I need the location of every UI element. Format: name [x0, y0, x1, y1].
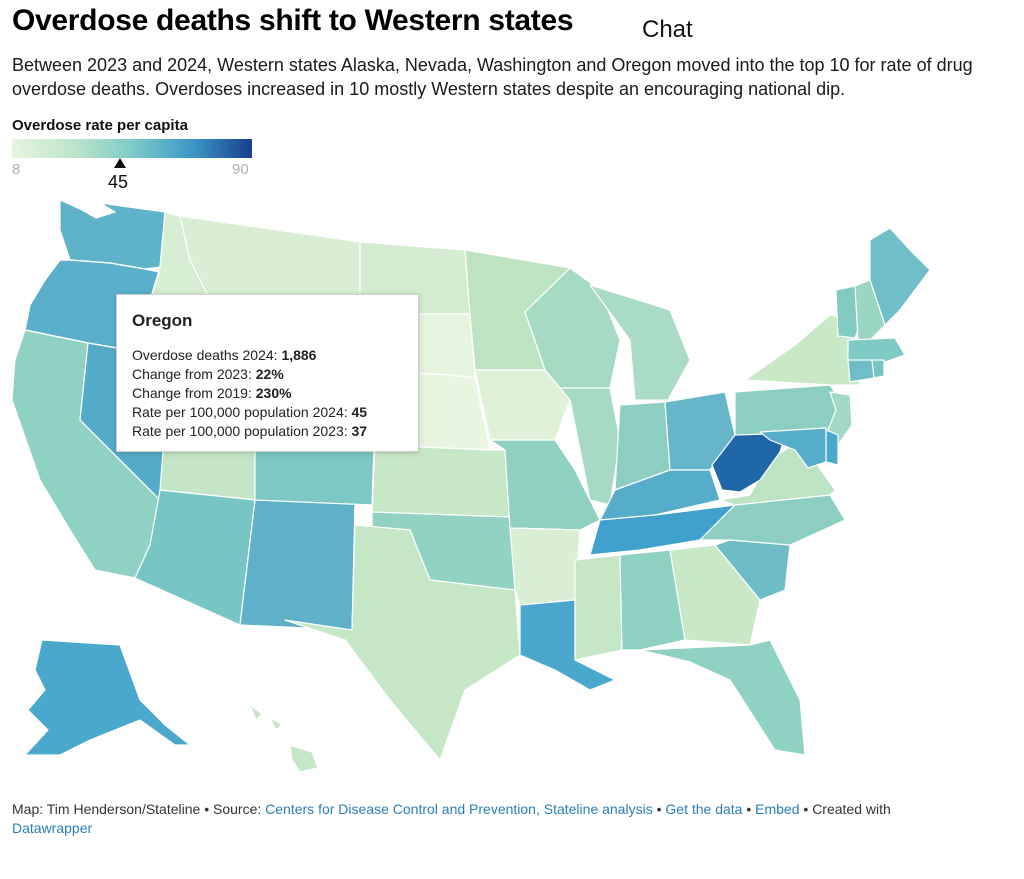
tooltip-row-deaths: Overdose deaths 2024: 1,886 — [132, 346, 403, 365]
datawrapper-link[interactable]: Datawrapper — [12, 820, 93, 836]
state-kansas[interactable] — [371, 444, 511, 518]
state-hawaii[interactable] — [249, 704, 319, 773]
tooltip-row-rate-2023: Rate per 100,000 population 2023: 37 — [132, 422, 403, 441]
state-connecticut[interactable] — [847, 359, 875, 383]
legend-marker-icon — [114, 158, 126, 168]
state-michigan[interactable] — [589, 284, 691, 401]
state-delaware[interactable] — [825, 429, 839, 466]
tooltip-row-change-2019: Change from 2019: 230% — [132, 384, 403, 403]
footer-credits: Map: Tim Henderson/Stateline • Source: C… — [12, 800, 1012, 838]
state-rhode-island[interactable] — [871, 359, 885, 379]
tooltip-row-value: 230% — [255, 385, 292, 401]
state-massachusetts[interactable] — [847, 337, 906, 363]
legend-max-label: 90 — [232, 161, 249, 178]
state-tooltip: Oregon Overdose deaths 2024: 1,886 Chang… — [116, 294, 419, 452]
state-alabama[interactable] — [619, 549, 686, 651]
tooltip-row-label: Change from 2023: — [132, 366, 256, 382]
tooltip-row-rate-2024: Rate per 100,000 population 2024: 45 — [132, 403, 403, 422]
footer-separator: • — [652, 801, 666, 817]
footer-separator: • — [799, 801, 813, 817]
embed-link[interactable]: Embed — [755, 801, 800, 817]
footer-credit: Map: Tim Henderson/Stateline — [12, 801, 201, 817]
state-new-hampshire[interactable] — [854, 279, 886, 346]
footer-created-with: Created with — [812, 801, 891, 817]
state-florida[interactable] — [639, 639, 806, 756]
state-georgia[interactable] — [669, 544, 761, 646]
tooltip-row-value: 37 — [351, 423, 368, 439]
tooltip-row-value: 22% — [255, 366, 284, 382]
state-north-carolina[interactable] — [699, 494, 846, 546]
chat-label: Chat — [642, 16, 693, 43]
state-missouri[interactable] — [489, 439, 601, 531]
state-maine[interactable] — [869, 227, 931, 326]
chart-title: Overdose deaths shift to Western states — [12, 4, 574, 37]
tooltip-row-label: Overdose deaths 2024: — [132, 347, 282, 363]
state-iowa[interactable] — [474, 369, 571, 441]
state-wisconsin[interactable] — [524, 267, 621, 389]
footer-separator: • — [200, 801, 214, 817]
states-layer — [11, 199, 931, 773]
footer-separator: • — [742, 801, 756, 817]
state-pennsylvania[interactable] — [734, 384, 841, 436]
tooltip-title: Oregon — [132, 311, 193, 330]
get-data-link[interactable]: Get the data — [665, 801, 743, 817]
state-washington[interactable] — [59, 199, 166, 270]
state-maryland[interactable] — [759, 427, 827, 469]
state-new-mexico[interactable] — [239, 499, 356, 631]
state-new-york[interactable] — [744, 314, 861, 386]
legend-gradient-bar — [12, 139, 252, 158]
footer-source-label: Source: — [213, 801, 266, 817]
us-choropleth-map — [11, 199, 931, 773]
tooltip-row-change-2023: Change from 2023: 22% — [132, 365, 403, 384]
legend-title: Overdose rate per capita — [12, 117, 188, 134]
state-mississippi[interactable] — [574, 554, 623, 661]
tooltip-row-label: Change from 2019: — [132, 385, 256, 401]
source-link[interactable]: Centers for Disease Control and Preventi… — [265, 801, 653, 817]
tooltip-row-value: 45 — [351, 404, 368, 420]
state-texas[interactable] — [284, 524, 521, 761]
tooltip-row-label: Rate per 100,000 population 2024: — [132, 404, 352, 420]
tooltip-row-label: Rate per 100,000 population 2023: — [132, 423, 352, 439]
chart-description: Between 2023 and 2024, Western states Al… — [12, 55, 973, 99]
legend-marker-value: 45 — [108, 172, 129, 192]
legend-min-label: 8 — [12, 161, 21, 178]
tooltip-row-value: 1,886 — [281, 347, 317, 363]
state-arkansas[interactable] — [509, 527, 581, 606]
state-alaska[interactable] — [24, 639, 191, 756]
state-arizona[interactable] — [134, 489, 256, 626]
